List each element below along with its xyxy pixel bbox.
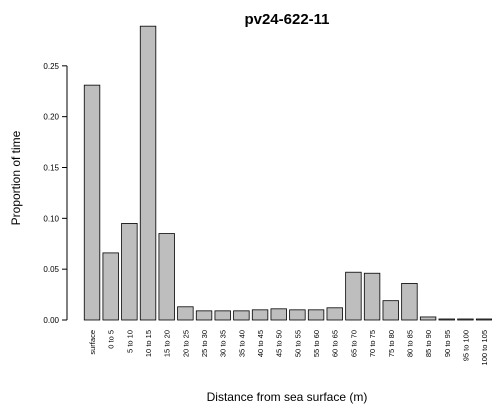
x-tick-label: 20 to 25 (181, 330, 190, 357)
bar (139, 25, 157, 321)
x-tick-label: 85 to 90 (424, 330, 433, 357)
y-tick-label: 0.20 (43, 113, 59, 122)
bar (233, 310, 250, 321)
x-tick-label: 5 to 10 (125, 330, 134, 353)
x-tick-label: 90 to 95 (443, 330, 452, 357)
y-tick-label: 0.25 (43, 62, 59, 71)
bar (438, 318, 455, 321)
x-tick-label: 65 to 70 (349, 330, 358, 357)
x-tick-label: 100 to 105 (480, 330, 489, 365)
x-axis-title: Distance from sea surface (m) (207, 390, 368, 404)
bar (457, 318, 474, 321)
bar (307, 309, 325, 321)
x-tick-label: 75 to 80 (387, 330, 396, 357)
bar (363, 272, 381, 321)
x-tick-label: surface (88, 330, 97, 355)
y-tick-label: 0.15 (43, 164, 59, 173)
x-tick-label: 45 to 50 (275, 330, 284, 357)
y-axis-title: Proportion of time (9, 130, 23, 225)
x-tick-label: 55 to 60 (312, 330, 321, 357)
bar (195, 310, 213, 321)
x-tick-label: 40 to 45 (256, 330, 265, 357)
bar (345, 271, 362, 321)
x-tick-label: 50 to 55 (293, 330, 302, 357)
x-tick-label: 30 to 35 (219, 330, 228, 357)
y-tick-label: 0.05 (43, 265, 59, 274)
x-tick-label: 95 to 100 (461, 330, 470, 361)
bar (401, 282, 418, 321)
bar (326, 307, 343, 321)
bar (475, 318, 492, 321)
bar (251, 309, 269, 321)
x-tick-label: 10 to 15 (144, 330, 153, 357)
y-tick-label: 0.00 (43, 316, 59, 325)
bar (83, 84, 101, 321)
x-tick-label: 0 to 5 (107, 330, 116, 349)
y-tick-label: 0.10 (43, 214, 59, 223)
x-tick-label: 15 to 20 (163, 330, 172, 357)
bar (419, 316, 437, 321)
bar (177, 306, 194, 321)
x-tick-label: 80 to 85 (405, 330, 414, 357)
bar (214, 310, 231, 321)
bar (121, 223, 138, 321)
x-tick-label: 35 to 40 (237, 330, 246, 357)
bar (158, 233, 175, 321)
bar (289, 309, 306, 321)
x-tick-label: 25 to 30 (200, 330, 209, 357)
bar (382, 300, 399, 321)
chart-title: pv24-622-11 (244, 11, 329, 28)
x-tick-label: 70 to 75 (368, 330, 377, 357)
x-tick-label: 60 to 65 (331, 330, 340, 357)
bar (102, 252, 119, 321)
bar (270, 308, 287, 321)
